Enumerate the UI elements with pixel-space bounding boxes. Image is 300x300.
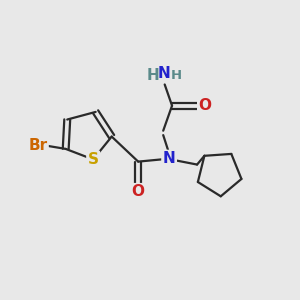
Text: O: O xyxy=(199,98,212,113)
Text: H: H xyxy=(147,68,160,83)
Text: H: H xyxy=(170,69,182,82)
Text: O: O xyxy=(132,184,145,200)
Text: N: N xyxy=(163,151,176,166)
Text: N: N xyxy=(158,66,170,81)
Text: Br: Br xyxy=(28,139,47,154)
Text: S: S xyxy=(88,152,99,167)
